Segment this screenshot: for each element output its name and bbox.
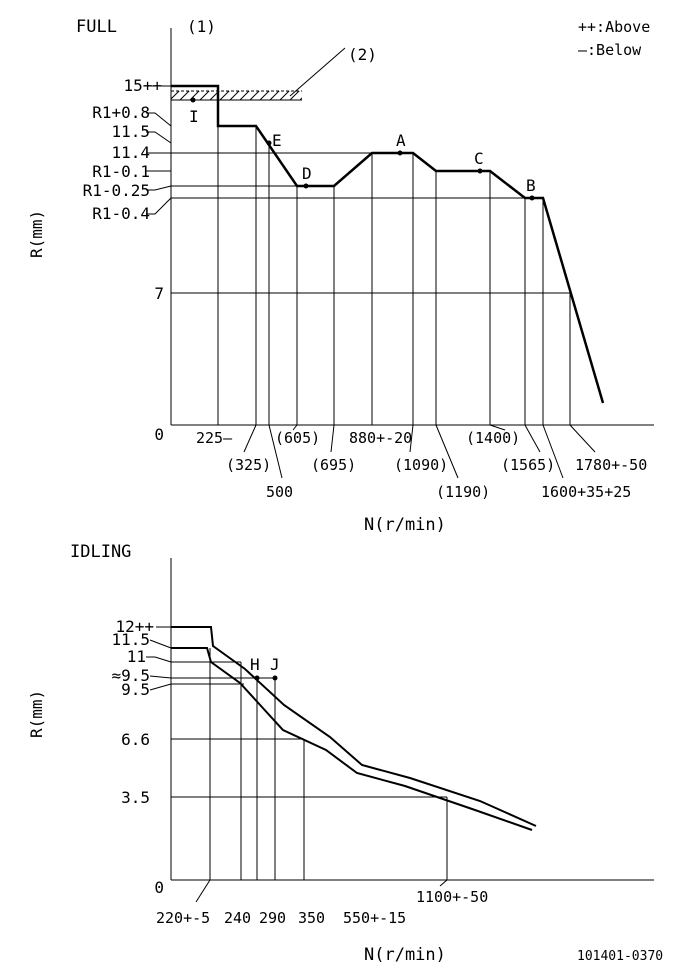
full-x-tick: 1780+-50 bbox=[575, 456, 647, 474]
full-y-tick: R1+0.8 bbox=[92, 103, 150, 122]
full-y-tick-labels: 15++ R1+0.8 11.5 11.4 R1-0.1 R1-0.25 R1-… bbox=[83, 76, 164, 444]
point-label: B bbox=[526, 176, 536, 195]
marker-2: (2) bbox=[348, 45, 377, 64]
drawing-number: 101401-0370 bbox=[577, 949, 663, 964]
point-label: C bbox=[474, 149, 484, 168]
full-x-tick: 225— bbox=[196, 429, 233, 447]
idling-y-tick: 0 bbox=[154, 878, 164, 897]
full-x-tick: (1190) bbox=[436, 483, 490, 501]
idling-x-tick: 350 bbox=[298, 909, 325, 927]
idling-y-tick: 6.6 bbox=[121, 730, 150, 749]
full-x-tick: 500 bbox=[266, 483, 293, 501]
idling-y-tick: 12++ bbox=[115, 617, 154, 636]
idling-title: IDLING bbox=[70, 542, 131, 562]
point-label: J bbox=[270, 655, 280, 674]
point-h-marker bbox=[254, 675, 260, 681]
full-x-tick: (1565) bbox=[501, 456, 555, 474]
full-y-tick: 7 bbox=[154, 284, 164, 303]
marker-1: (1) bbox=[187, 17, 216, 36]
point-label: A bbox=[396, 131, 406, 150]
full-x-tick: (605) bbox=[275, 429, 320, 447]
full-x-tick: (325) bbox=[226, 456, 271, 474]
idling-y-axis-label: R(mm) bbox=[27, 690, 46, 738]
idling-y-tick: 11.5 bbox=[111, 630, 150, 649]
idling-x-tick: 290 bbox=[259, 909, 286, 927]
point-d-marker bbox=[303, 183, 309, 189]
point-i-marker bbox=[190, 97, 196, 103]
full-y-tick: R1-0.1 bbox=[92, 162, 150, 181]
legend-below: —:Below bbox=[578, 41, 642, 59]
full-y-tick: 11.4 bbox=[111, 143, 150, 162]
point-label: D bbox=[302, 164, 312, 183]
point-a-marker bbox=[397, 150, 403, 156]
idling-y-tick: ≈9.5 bbox=[111, 666, 150, 685]
idling-lower-curve bbox=[171, 647, 533, 831]
full-curve bbox=[171, 84, 605, 404]
full-y-axis-label: R(mm) bbox=[27, 210, 46, 258]
full-point-labels: I E D A C B bbox=[189, 107, 536, 195]
point-j-marker bbox=[272, 675, 278, 681]
idling-chart: IDLING 12++ 11.5 11 ≈9.5 9.5 6.6 3.5 0 R… bbox=[27, 542, 654, 965]
full-chart: FULL (1) (2) ++:Above —:Below 15++ R1+0.… bbox=[27, 17, 654, 535]
full-title: FULL bbox=[76, 17, 117, 37]
full-x-tick: (1090) bbox=[394, 456, 448, 474]
idling-x-tick: 220+-5 bbox=[156, 909, 210, 927]
legend-above: ++:Above bbox=[578, 18, 650, 36]
idling-y-tick: 3.5 bbox=[121, 788, 150, 807]
full-y-tick: 11.5 bbox=[111, 122, 150, 141]
idling-y-tick-labels: 12++ 11.5 11 ≈9.5 9.5 6.6 3.5 0 bbox=[111, 617, 164, 897]
idling-x-tick: 550+-15 bbox=[343, 909, 406, 927]
point-label: H bbox=[250, 655, 260, 674]
full-x-tick: 1600+35+25 bbox=[541, 483, 631, 501]
full-y-tick: 15++ bbox=[123, 76, 162, 95]
hatched-limit-zone bbox=[171, 91, 302, 100]
full-y-tick: R1-0.25 bbox=[83, 181, 150, 200]
full-x-tick: 880+-20 bbox=[349, 429, 412, 447]
idling-x-axis-label: N(r/min) bbox=[364, 945, 446, 965]
point-e-marker bbox=[266, 140, 272, 146]
point-c-marker bbox=[477, 168, 483, 174]
full-x-tick-labels: 225— (325) 500 (605) (695) 880+-20 (1090… bbox=[196, 429, 647, 501]
idling-x-tick: 1100+-50 bbox=[416, 888, 488, 906]
full-x-tick: (1400) bbox=[466, 429, 520, 447]
idling-point-labels: H J bbox=[250, 655, 280, 674]
point-label: E bbox=[272, 131, 282, 150]
point-label: I bbox=[189, 107, 199, 126]
full-x-tick: (695) bbox=[311, 456, 356, 474]
idling-upper-curve bbox=[171, 626, 537, 827]
idling-x-tick: 240 bbox=[224, 909, 251, 927]
full-y-tick: R1-0.4 bbox=[92, 204, 150, 223]
idling-y-tick: 11 bbox=[127, 647, 146, 666]
full-y-tick: 0 bbox=[154, 425, 164, 444]
idling-x-tick-labels: 220+-5 240 290 350 550+-15 1100+-50 bbox=[156, 888, 488, 927]
full-x-axis-label: N(r/min) bbox=[364, 515, 446, 535]
point-b-marker bbox=[529, 195, 535, 201]
idling-y-tick: 9.5 bbox=[121, 680, 150, 699]
